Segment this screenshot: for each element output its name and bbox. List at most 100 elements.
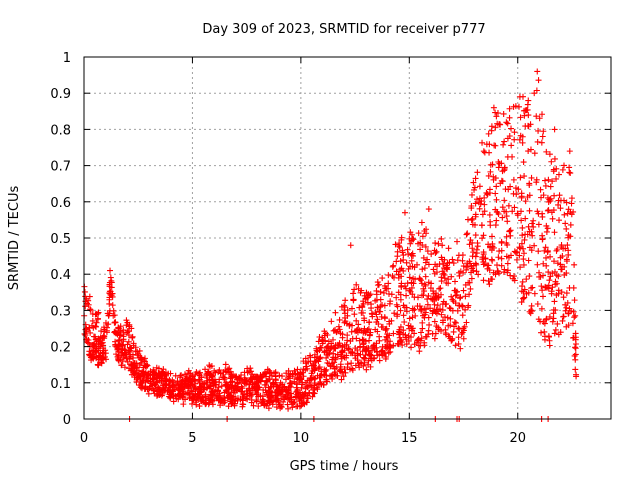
data-point: [535, 77, 542, 84]
data-point: [470, 249, 477, 256]
data-point: [506, 228, 513, 235]
data-point: [563, 290, 570, 297]
data-point: [489, 161, 496, 168]
data-point: [518, 193, 525, 200]
data-point: [392, 241, 399, 248]
data-point: [498, 238, 505, 245]
data-point: [315, 338, 322, 345]
data-point: [412, 276, 419, 283]
data-point: [361, 355, 368, 362]
y-tick-label: 0.4: [50, 268, 71, 283]
data-point: [393, 268, 400, 275]
data-point: [492, 222, 499, 229]
data-point: [443, 331, 450, 338]
data-point: [452, 292, 459, 299]
data-point: [563, 256, 570, 263]
data-point: [363, 289, 370, 296]
data-point: [250, 402, 257, 409]
data-point: [425, 292, 432, 299]
data-point: [388, 291, 395, 298]
data-point: [108, 277, 115, 284]
y-tick-labels: 0 0.1 0.2 0.3 0.4 0.5 0.6 0.7 0.8 0.9 1: [50, 51, 71, 428]
data-point: [449, 335, 456, 342]
data-point: [422, 243, 429, 250]
data-point: [409, 235, 416, 242]
data-point: [564, 299, 571, 306]
data-point: [398, 265, 405, 272]
data-point: [519, 278, 526, 285]
data-point: [344, 332, 351, 339]
data-point: [546, 342, 553, 349]
data-point: [551, 298, 558, 305]
data-point: [269, 398, 276, 405]
data-point: [156, 374, 163, 381]
data-point: [419, 319, 426, 326]
data-point: [464, 260, 471, 267]
data-point: [376, 357, 383, 364]
data-point: [428, 295, 435, 302]
data-point: [414, 336, 421, 343]
data-point: [367, 363, 374, 370]
data-point: [448, 273, 455, 280]
data-point: [551, 258, 558, 265]
data-point: [528, 247, 535, 254]
data-point: [274, 389, 281, 396]
data-point: [505, 202, 512, 209]
data-point: [517, 114, 524, 121]
data-point: [557, 197, 564, 204]
data-point: [308, 370, 315, 377]
data-point: [483, 141, 490, 148]
data-point: [520, 295, 527, 302]
data-point: [202, 366, 209, 373]
data-point: [422, 259, 429, 266]
data-point: [492, 109, 499, 116]
data-point: [472, 175, 479, 182]
data-point: [360, 300, 367, 307]
data-point: [82, 332, 89, 339]
data-point: [487, 168, 494, 175]
data-point: [467, 237, 474, 244]
data-point: [508, 125, 515, 132]
data-point: [547, 183, 554, 190]
data-point: [452, 342, 459, 349]
data-point: [485, 172, 492, 179]
data-point: [178, 380, 185, 387]
data-point: [495, 254, 502, 261]
data-point: [479, 235, 486, 242]
data-point: [528, 285, 535, 292]
data-point: [538, 139, 545, 146]
data-point: [447, 315, 454, 322]
data-point: [313, 384, 320, 391]
y-tick-label: 0.6: [50, 196, 71, 211]
data-point: [531, 242, 538, 249]
data-point: [441, 314, 448, 321]
data-point: [268, 372, 275, 379]
data-point: [233, 373, 240, 380]
data-point: [415, 240, 422, 247]
data-point: [141, 362, 148, 369]
data-point: [448, 293, 455, 300]
data-point: [145, 370, 152, 377]
data-point: [100, 345, 107, 352]
data-point: [421, 305, 428, 312]
data-point: [560, 313, 567, 320]
data-point: [411, 330, 418, 337]
data-point: [528, 302, 535, 309]
y-tick-label: 0.2: [50, 341, 71, 356]
data-point: [385, 338, 392, 345]
data-point: [291, 367, 298, 374]
data-point: [253, 398, 260, 405]
data-point: [567, 221, 574, 228]
y-tick-label: 1: [63, 51, 71, 66]
data-point: [341, 354, 348, 361]
data-point: [403, 285, 410, 292]
data-point: [305, 389, 312, 396]
data-point: [422, 273, 429, 280]
data-point: [425, 206, 432, 213]
data-point: [528, 174, 535, 181]
data-point: [360, 354, 367, 361]
data-point: [87, 329, 94, 336]
data-point: [504, 120, 511, 127]
data-point: [418, 292, 425, 299]
data-point: [353, 317, 360, 324]
